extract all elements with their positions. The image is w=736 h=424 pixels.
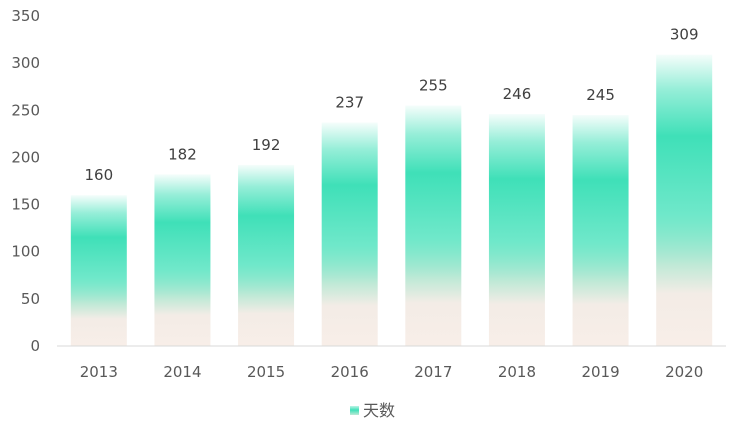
data-label: 182 <box>168 145 197 163</box>
data-label: 245 <box>586 86 615 104</box>
data-label: 255 <box>419 77 448 95</box>
y-axis-labels: 0 50 100 150 200 250 300 350 <box>11 7 40 355</box>
bar <box>405 105 462 346</box>
x-tick-label: 2015 <box>247 363 285 381</box>
data-label: 237 <box>335 94 364 112</box>
y-tick-label: 100 <box>11 243 40 261</box>
x-axis-labels: 2013 2014 2015 2016 2017 2018 2019 2020 <box>80 363 704 381</box>
x-tick-label: 2018 <box>498 363 536 381</box>
y-tick-label: 0 <box>30 337 40 355</box>
legend: 天数 <box>350 401 395 420</box>
x-tick-label: 2020 <box>665 363 703 381</box>
x-tick-label: 2014 <box>163 363 201 381</box>
bar <box>154 174 211 346</box>
y-tick-label: 250 <box>11 101 40 119</box>
y-tick-label: 350 <box>11 7 40 25</box>
data-label: 309 <box>670 26 699 44</box>
bar <box>70 195 127 346</box>
x-tick-label: 2016 <box>331 363 369 381</box>
legend-label: 天数 <box>363 401 395 420</box>
bar <box>488 114 545 346</box>
bars <box>70 54 713 347</box>
y-tick-label: 150 <box>11 196 40 214</box>
y-tick-label: 50 <box>21 290 40 308</box>
data-label: 160 <box>84 166 113 184</box>
data-labels: 160 182 192 237 255 246 245 309 <box>84 26 698 184</box>
legend-swatch <box>350 406 359 415</box>
x-tick-label: 2017 <box>414 363 452 381</box>
bar <box>656 54 713 347</box>
y-tick-label: 300 <box>11 54 40 72</box>
data-label: 246 <box>503 85 532 103</box>
bar <box>321 122 378 347</box>
data-label: 192 <box>252 136 281 154</box>
y-tick-label: 200 <box>11 148 40 166</box>
bar <box>572 115 629 346</box>
x-tick-label: 2019 <box>581 363 619 381</box>
bar <box>238 164 295 346</box>
x-tick-label: 2013 <box>80 363 118 381</box>
